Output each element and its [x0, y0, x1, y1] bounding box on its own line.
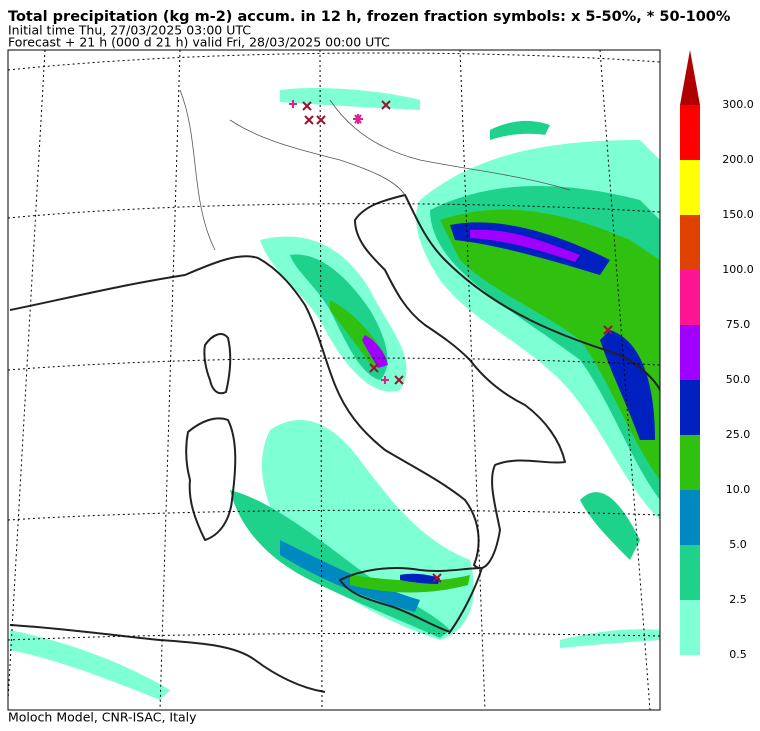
- frozen-symbols: [289, 100, 613, 583]
- colorbar-band: [680, 435, 700, 490]
- colorbar-band: [680, 105, 700, 160]
- colorbar-label: 200.0: [722, 153, 754, 166]
- borders: [179, 89, 571, 251]
- colorbar-band: [680, 325, 700, 380]
- colorbar-label: 100.0: [722, 263, 754, 276]
- colorbar-label: 5.0: [729, 538, 747, 551]
- colorbar-label: 0.5: [729, 648, 747, 661]
- map-frame: [7, 49, 661, 711]
- colorbar-extension: [680, 50, 700, 105]
- colorbar-label: 75.0: [726, 318, 751, 331]
- colorbar-band: [680, 215, 700, 270]
- footer: Moloch Model, CNR-ISAC, Italy: [8, 710, 197, 725]
- colorbar-label: 50.0: [726, 373, 751, 386]
- forecast-time: Forecast + 21 h (000 d 21 h) valid Fri, …: [8, 35, 390, 50]
- colorbar-label: 300.0: [722, 98, 754, 111]
- map: [8, 50, 660, 710]
- colorbar: 0.5 2.5 5.0 10.0 25.0 50.0 75.0 100.0 150.0 200.0…: [680, 50, 754, 661]
- precipitation: [10, 88, 660, 700]
- initial-time: Initial time Thu, 27/03/2025 03:00 UTC: [8, 23, 251, 38]
- colorbar-label: 2.5: [729, 593, 747, 606]
- graticule: [8, 50, 660, 710]
- colorbar-band: [680, 490, 700, 545]
- colorbar-band: [680, 545, 700, 600]
- colorbar-band: [680, 270, 700, 325]
- coastlines: [9, 194, 660, 693]
- title: Total precipitation (kg m-2) accum. in 1…: [8, 9, 731, 25]
- colorbar-label: 150.0: [722, 208, 754, 221]
- colorbar-label: 10.0: [726, 483, 751, 496]
- colorbar-band: [680, 160, 700, 215]
- colorbar-label: 25.0: [726, 428, 751, 441]
- colorbar-band: [680, 380, 700, 435]
- colorbar-band: [680, 600, 700, 655]
